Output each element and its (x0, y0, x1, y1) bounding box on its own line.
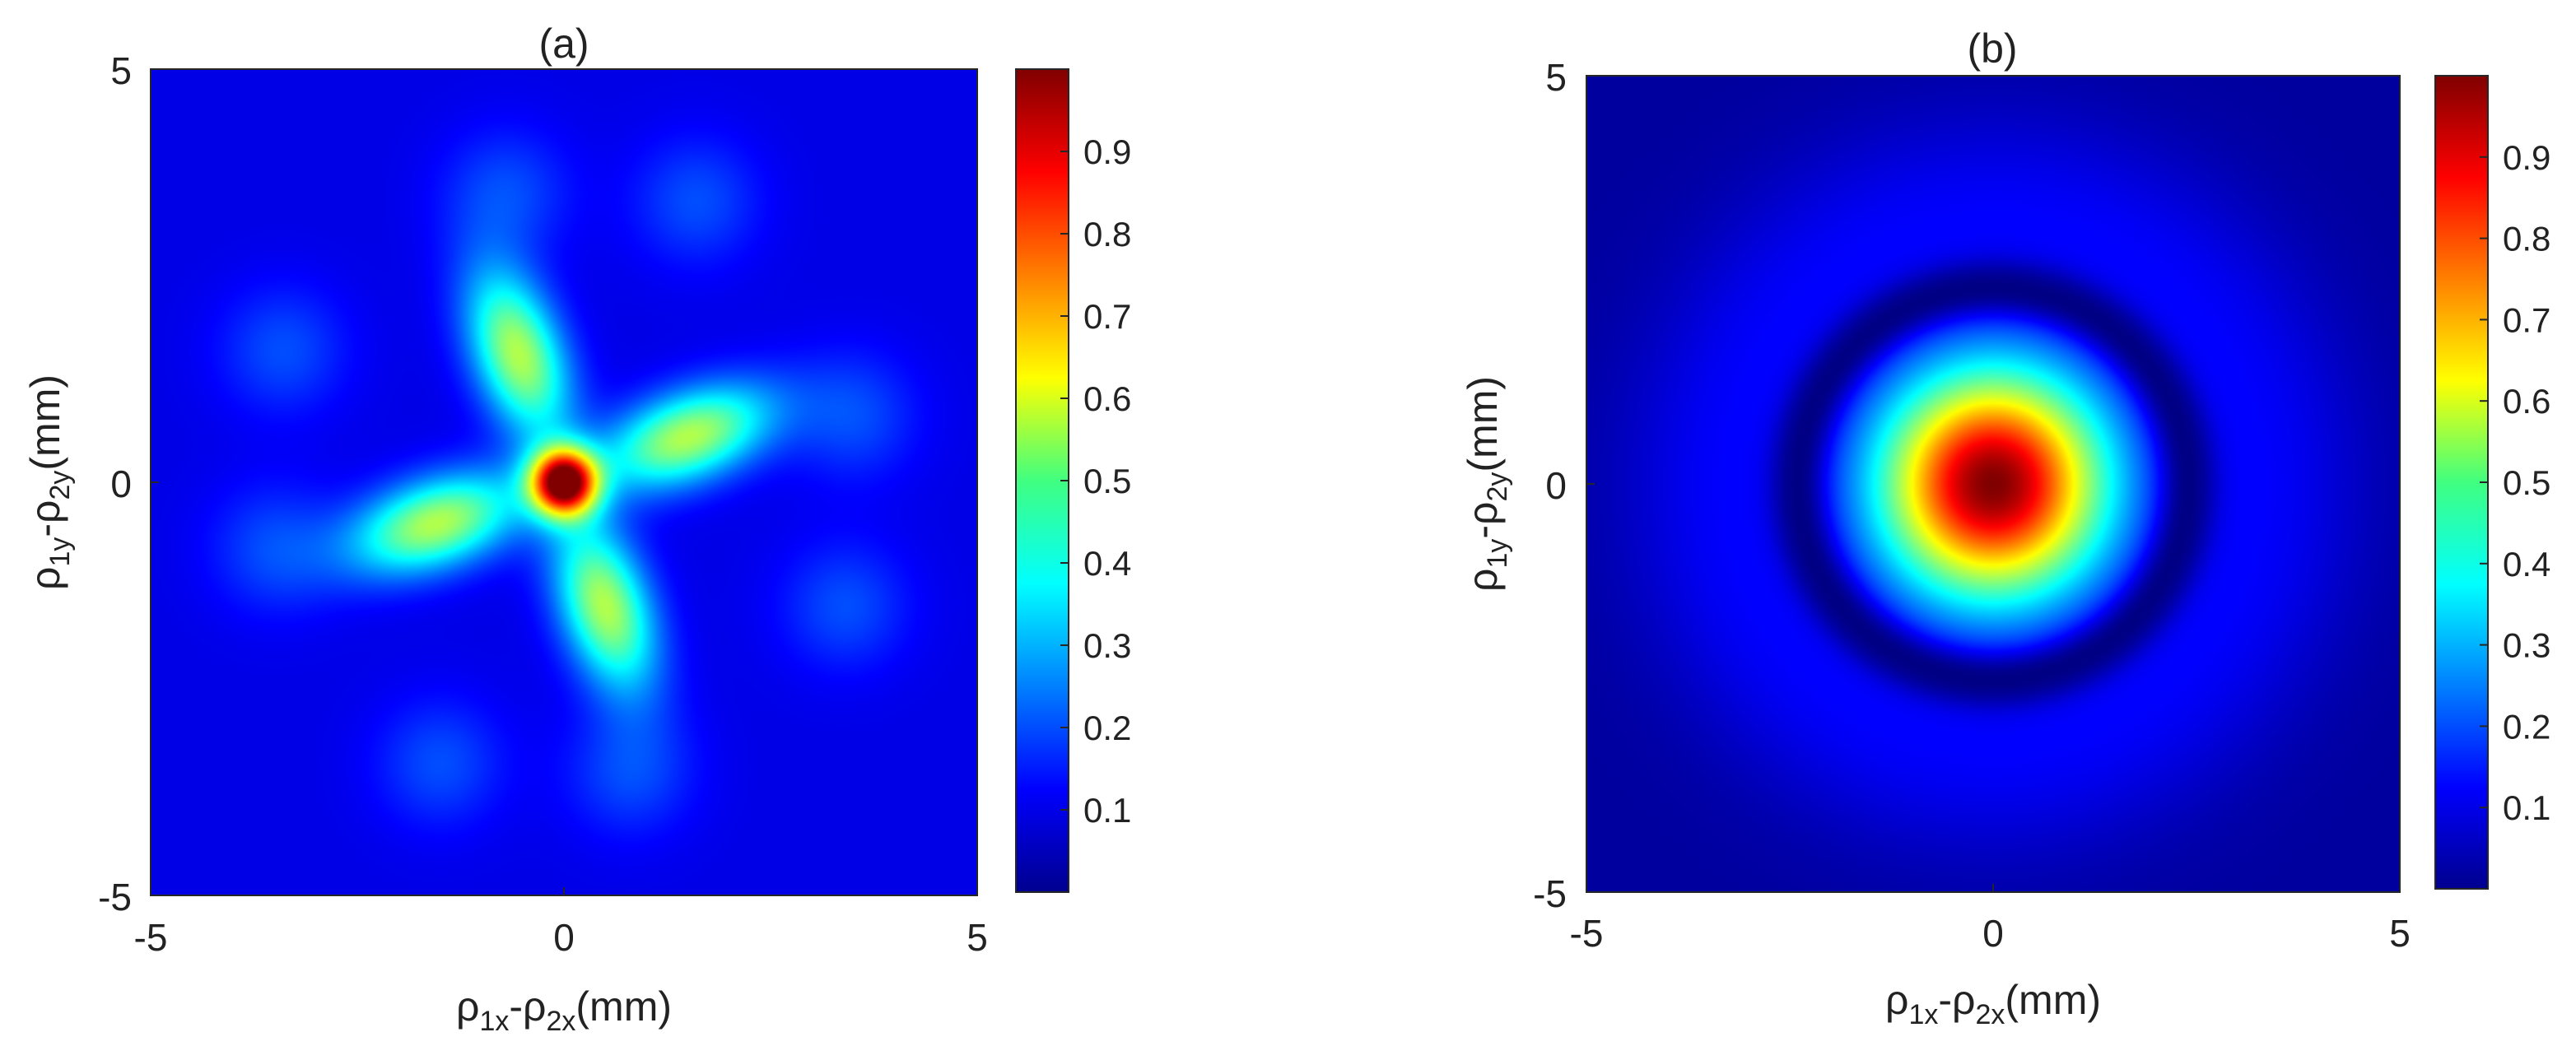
panel-b-colorbar-ticks: 0.1 0.2 0.3 0.4 0.5 0.6 0.7 0.8 0.9 (2480, 138, 2550, 827)
panel-a-colorbar-tick-label: 0.7 (1083, 297, 1131, 336)
panel-b-colorbar-tick-label: 0.9 (2503, 138, 2550, 177)
panel-b-title: (b) (1967, 26, 2017, 72)
panel-b-colorbar-tick-label: 0.2 (2503, 707, 2550, 746)
panel-a-colorbar-tick-label: 0.6 (1083, 379, 1131, 418)
panel-a: (a) 5 0 -5 -5 0 5 ρ1x-ρ2x(mm) ρ1y-ρ2y(mm… (22, 21, 1131, 1037)
panel-a-title: (a) (538, 21, 589, 67)
panel-b: (b) 5 0 -5 -5 0 5 ρ1x-ρ2x(mm) ρ1y-ρ2y(mm… (1460, 26, 2550, 1030)
panel-b-y-axis: 5 0 -5 (1533, 56, 1595, 915)
panel-a-y-axis-label: ρ1y-ρ2y(mm) (22, 374, 76, 590)
panel-b-heatmap (1586, 76, 2400, 892)
panel-a-colorbar-tick-label: 0.2 (1083, 709, 1131, 747)
panel-b-colorbar-tick-label: 0.3 (2503, 626, 2550, 665)
panel-b-colorbar-tick-label: 0.7 (2503, 300, 2550, 339)
panel-a-colorbar-tick-label: 0.8 (1083, 215, 1131, 253)
panel-b-xtick-label: 5 (2389, 912, 2411, 955)
panel-b-ytick-label: 0 (1545, 464, 1567, 507)
panel-b-colorbar-tick-label: 0.1 (2503, 788, 2550, 827)
panel-a-ytick-label: -5 (98, 876, 132, 918)
panel-b-x-axis: -5 0 5 (1570, 884, 2411, 955)
panel-b-colorbar-tick-label: 0.5 (2503, 463, 2550, 502)
panel-b-colorbar-tick-label: 0.4 (2503, 545, 2550, 583)
panel-a-colorbar-gradient (1015, 68, 1069, 893)
panel-a-colorbar: 0.1 0.2 0.3 0.4 0.5 0.6 0.7 0.8 0.9 (1015, 68, 1131, 893)
panel-b-ytick-label: 5 (1545, 56, 1567, 99)
panel-a-xtick-label: -5 (134, 916, 168, 959)
panel-a-colorbar-tick-label: 0.4 (1083, 544, 1131, 583)
panel-b-colorbar-tick-label: 0.6 (2503, 382, 2550, 421)
panel-b-x-axis-label: ρ1x-ρ2x(mm) (1885, 977, 2101, 1030)
panel-a-x-axis: -5 0 5 (134, 887, 988, 959)
panel-a-heatmap (151, 69, 977, 895)
panel-a-ytick-label: 5 (110, 49, 132, 92)
panel-a-colorbar-ticks: 0.1 0.2 0.3 0.4 0.5 0.6 0.7 0.8 0.9 (1060, 132, 1131, 830)
panel-a-colorbar-tick-label: 0.1 (1083, 791, 1131, 830)
panel-b-y-axis-label: ρ1y-ρ2y(mm) (1460, 376, 1513, 592)
panel-b-colorbar: 0.1 0.2 0.3 0.4 0.5 0.6 0.7 0.8 0.9 (2434, 75, 2550, 890)
panel-a-ytick-label: 0 (110, 463, 132, 505)
panel-a-colorbar-tick-label: 0.9 (1083, 132, 1131, 171)
panel-a-colorbar-tick-label: 0.3 (1083, 626, 1131, 665)
panel-a-x-axis-label: ρ1x-ρ2x(mm) (456, 983, 672, 1037)
panel-a-colorbar-tick-label: 0.5 (1083, 462, 1131, 500)
panel-a-y-axis: 5 0 -5 (98, 49, 159, 918)
panel-b-xtick-label: 0 (1982, 912, 2004, 955)
panel-a-xtick-label: 5 (967, 916, 988, 959)
panel-b-colorbar-gradient (2434, 75, 2489, 890)
panel-b-xtick-label: -5 (1570, 912, 1604, 955)
panel-a-xtick-label: 0 (553, 916, 575, 959)
panel-b-colorbar-tick-label: 0.8 (2503, 220, 2550, 258)
panel-b-ytick-label: -5 (1533, 872, 1567, 915)
